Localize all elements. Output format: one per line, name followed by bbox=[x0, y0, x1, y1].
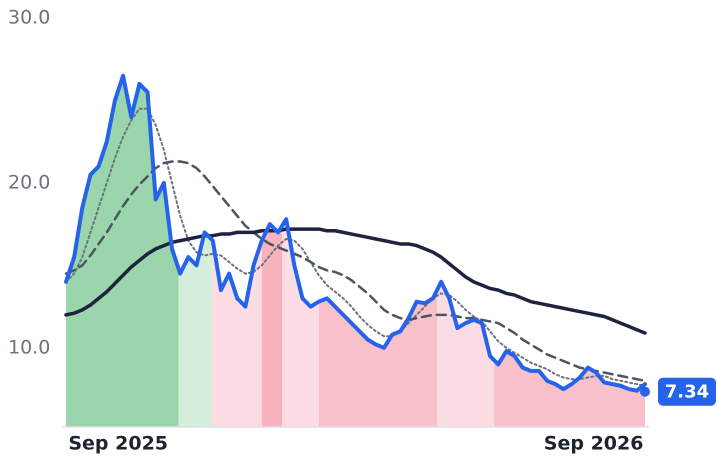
line-solid bbox=[64, 227, 647, 335]
bands bbox=[66, 75, 645, 427]
line-dashed bbox=[64, 160, 647, 383]
band bbox=[261, 75, 283, 427]
y-tick-label: 20.0 bbox=[8, 171, 50, 193]
y-tick-label: 30.0 bbox=[8, 7, 50, 29]
x-tick-label: Sep 2026 bbox=[544, 433, 644, 455]
x-tick-label: Sep 2025 bbox=[68, 433, 168, 455]
line-price bbox=[64, 73, 647, 393]
band bbox=[178, 75, 212, 427]
y-tick-label: 10.0 bbox=[8, 336, 50, 358]
line-dotted bbox=[65, 107, 646, 387]
current-badge bbox=[658, 377, 716, 406]
band bbox=[318, 75, 438, 427]
band bbox=[494, 75, 645, 427]
band bbox=[437, 75, 495, 427]
band bbox=[211, 75, 262, 427]
current-label: 7.34 bbox=[665, 382, 709, 403]
current-dot bbox=[640, 386, 650, 397]
plot: 10.0 20.0 30.0 Sep 2025 Sep 2026 7.34 bbox=[8, 7, 716, 455]
